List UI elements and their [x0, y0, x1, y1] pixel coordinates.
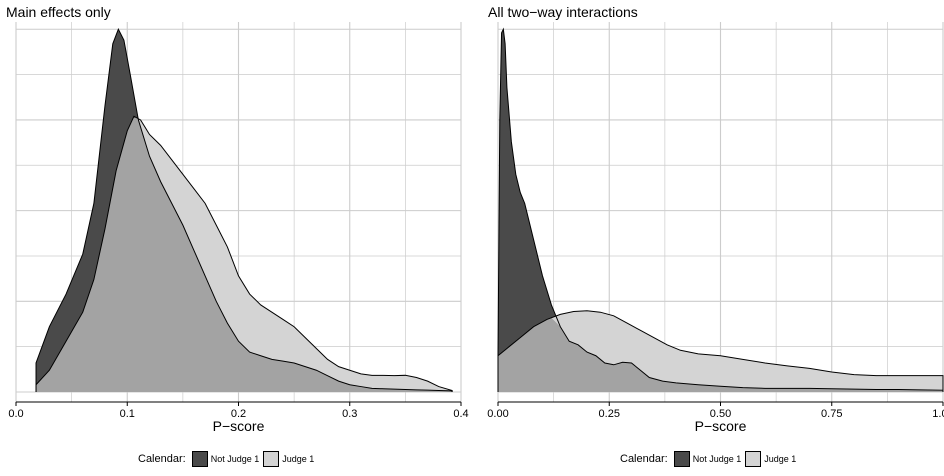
density-line-not-judge-1 [35, 28, 453, 392]
x-tick-label: 0.25 [599, 408, 620, 420]
chart-title-main-effects: Main effects only [6, 4, 111, 20]
legend-swatch-not-judge-1 [673, 451, 690, 467]
x-tick-label: 0.3 [342, 408, 357, 420]
legend-label-not-judge-1: Not Judge 1 [692, 454, 742, 464]
x-axis-label: P−score [695, 418, 747, 434]
legend-label-judge-1: Judge 1 [764, 454, 797, 464]
density-overlap [36, 116, 453, 393]
x-tick-label: 0.1 [120, 408, 135, 420]
x-tick-label: 0.75 [821, 408, 842, 420]
density-line-judge-1 [35, 115, 453, 392]
density-overlap [498, 317, 943, 392]
x-axis-label: P−score [213, 418, 265, 434]
x-tick-label: 0.00 [487, 408, 508, 420]
legend-title: Calendar: [620, 453, 668, 465]
legend-label-judge-1: Judge 1 [282, 454, 315, 464]
legend-right: Calendar: Not Judge 1 Judge 1 [620, 450, 800, 468]
legend-swatch-not-judge-1 [191, 451, 208, 467]
density-line-not-judge-1 [497, 27, 944, 392]
x-tick-label: 0.50 [710, 408, 731, 420]
x-tick-label: 0.0 [8, 408, 23, 420]
panel-main-effects: Main effects only 0.0 0.1 0.2 0.3 0.4 P−score [0, 0, 472, 471]
legend-swatch-judge-1 [745, 451, 762, 467]
density-chart-main-effects: 0.0 0.1 0.2 0.3 0.4 P−score [8, 22, 469, 434]
legend-swatch-judge-1 [263, 451, 280, 467]
legend-label-not-judge-1: Not Judge 1 [210, 454, 260, 464]
x-tick-label: 0.2 [231, 408, 246, 420]
panel-two-way: All two−way interactions 0.00 0.25 0.50 0.7… [472, 0, 944, 471]
density-chart-two-way: 0.00 0.25 0.50 0.75 1.00 P−score [487, 22, 944, 434]
chart-title-two-way: All two−way interactions [488, 4, 638, 20]
x-tick-label: 0.4 [453, 408, 468, 420]
x-tick-label: 1.00 [932, 408, 944, 420]
legend-left: Calendar: Not Judge 1 Judge 1 [138, 450, 318, 468]
density-line-judge-1 [497, 310, 944, 392]
legend-title: Calendar: [138, 453, 186, 465]
